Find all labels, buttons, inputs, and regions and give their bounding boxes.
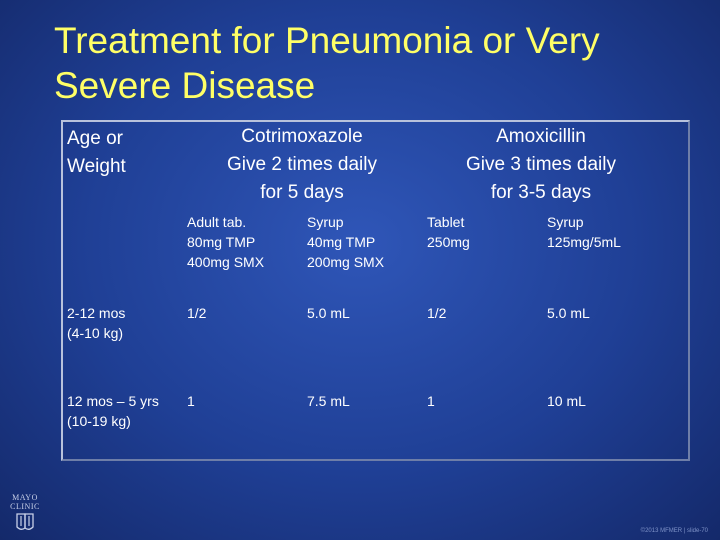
mayo-clinic-logo: MAYO CLINIC bbox=[8, 493, 42, 532]
form-amox-syrup: Syrup 125mg/5mL bbox=[547, 214, 621, 250]
cell-value: 1 bbox=[427, 393, 435, 409]
treatment-table: Age or Weight Cotrimoxazole Give 2 times… bbox=[61, 120, 690, 461]
cell-value: 7.5 mL bbox=[307, 393, 350, 409]
form-cotrim-adult-tab: Adult tab. 80mg TMP 400mg SMX bbox=[187, 214, 265, 270]
drug-group-cotrimoxazole: Cotrimoxazole Give 2 times daily for 5 d… bbox=[181, 123, 423, 207]
drug-duration: for 3-5 days bbox=[490, 182, 592, 203]
drug-dose: Give 3 times daily bbox=[466, 154, 616, 175]
cell-value: 10 mL bbox=[547, 393, 586, 409]
row-age: 2-12 mos (4-10 kg) bbox=[67, 305, 126, 341]
slide-footer: ©2013 MFMER | slide-70 bbox=[640, 528, 708, 534]
mayo-shield-icon bbox=[16, 513, 34, 530]
cell-value: 1/2 bbox=[187, 305, 207, 321]
drug-name: Amoxicillin bbox=[496, 126, 586, 147]
cell-value: 5.0 mL bbox=[307, 305, 350, 321]
drug-dose: Give 2 times daily bbox=[227, 154, 377, 175]
drug-duration: for 5 days bbox=[260, 182, 344, 203]
row-age: 12 mos – 5 yrs (10-19 kg) bbox=[67, 393, 159, 429]
form-cotrim-syrup: Syrup 40mg TMP 200mg SMX bbox=[307, 214, 385, 270]
slide-title: Treatment for Pneumonia or Very Severe D… bbox=[54, 20, 600, 106]
logo-text: MAYO CLINIC bbox=[10, 493, 40, 511]
cell-value: 5.0 mL bbox=[547, 305, 590, 321]
row-header-label: Age or Weight bbox=[67, 128, 126, 177]
drug-name: Cotrimoxazole bbox=[241, 126, 363, 147]
cell-value: 1 bbox=[187, 393, 195, 409]
form-amox-tablet: Tablet 250mg bbox=[427, 214, 470, 250]
drug-group-amoxicillin: Amoxicillin Give 3 times daily for 3-5 d… bbox=[420, 123, 662, 207]
cell-value: 1/2 bbox=[427, 305, 447, 321]
